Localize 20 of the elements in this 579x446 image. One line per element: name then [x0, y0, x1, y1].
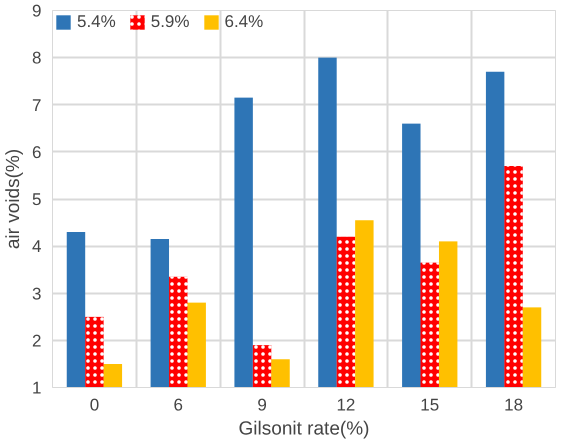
y-axis-title: air voids(%) — [3, 148, 24, 250]
legend-label: 5.9% — [150, 12, 190, 32]
x-tick-label: 15 — [420, 396, 440, 414]
y-tick-label: 3 — [32, 284, 42, 304]
y-tick-label: 9 — [32, 2, 42, 20]
y-tick-label: 7 — [32, 96, 42, 115]
x-tick-label: 18 — [504, 396, 524, 414]
y-tick-label: 5 — [32, 190, 42, 209]
x-tick-label: 9 — [257, 396, 267, 414]
y-tick-label: 1 — [32, 378, 42, 398]
x-tick-label: 12 — [336, 396, 356, 414]
x-axis-title: Gilsonit rate(%) — [238, 418, 370, 440]
legend-label: 6.4% — [224, 12, 264, 32]
y-tick-label: 2 — [32, 331, 42, 350]
y-tick-label: 8 — [32, 48, 42, 68]
y-tick-label: 4 — [32, 237, 42, 256]
y-tick-label: 6 — [32, 142, 42, 162]
legend-label: 5.4% — [77, 12, 116, 32]
x-tick-label: 6 — [174, 396, 183, 414]
x-tick-label: 0 — [90, 396, 100, 414]
